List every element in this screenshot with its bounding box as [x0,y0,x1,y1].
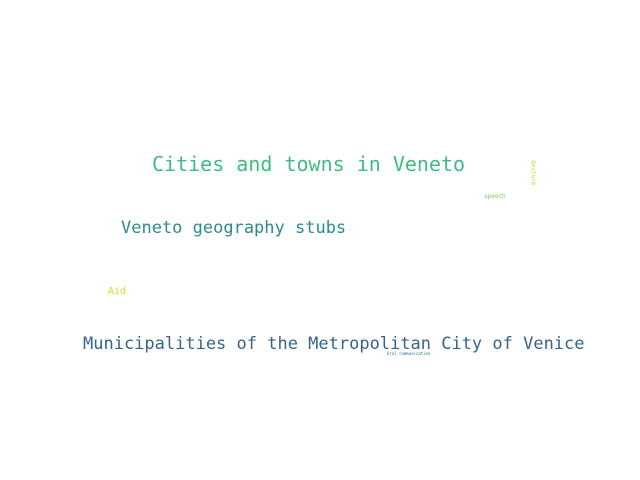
word-aid: Aid [108,286,127,297]
word-municipalities-of-venice: Municipalities of the Metropolitan City … [83,334,585,354]
word-cities-and-towns-in-veneto: Cities and towns in Veneto [152,152,466,176]
word-veneto-geography-stubs: Veneto geography stubs [121,218,347,238]
word-gesture: Gesture [529,160,537,186]
word-oral-communication: Oral communication [387,351,431,356]
word-speech: speech [484,193,506,200]
